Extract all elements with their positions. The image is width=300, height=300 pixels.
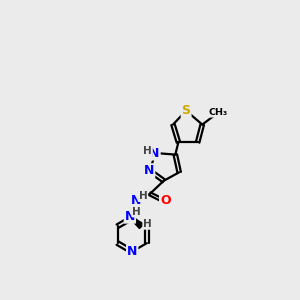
Text: CH₃: CH₃ xyxy=(208,108,227,117)
Text: H: H xyxy=(139,191,147,201)
Text: O: O xyxy=(160,194,171,207)
Text: S: S xyxy=(182,104,190,117)
Text: H: H xyxy=(132,207,141,217)
Text: N: N xyxy=(144,164,154,177)
Text: N: N xyxy=(125,210,135,223)
Text: H: H xyxy=(143,146,152,157)
Text: N: N xyxy=(127,245,137,258)
Text: H: H xyxy=(143,219,152,229)
Text: N: N xyxy=(149,146,160,160)
Text: N: N xyxy=(131,194,141,207)
